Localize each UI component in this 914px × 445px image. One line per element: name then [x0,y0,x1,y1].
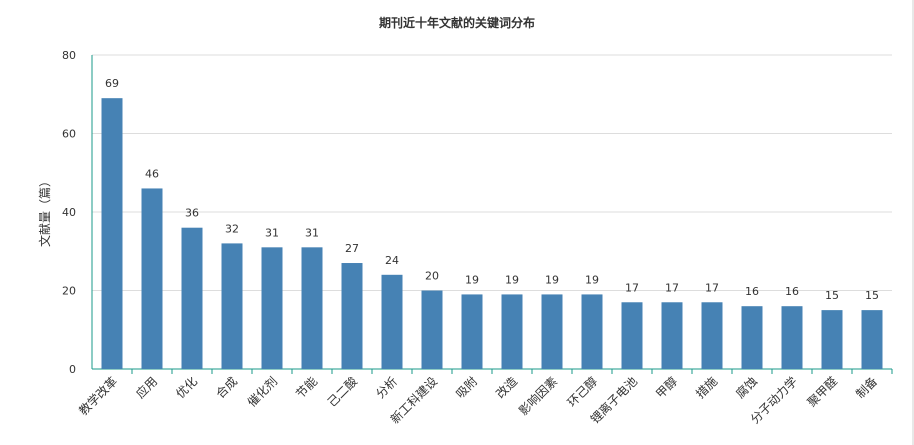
bar [741,306,763,369]
bar [301,247,323,369]
data-label: 69 [105,77,119,90]
y-axis-label: 文献量（篇） [37,175,52,247]
bar [861,310,883,369]
y-tick-label: 80 [62,49,76,62]
x-tick-label: 教学改革 [76,374,121,419]
x-tick-label: 改造 [493,374,520,401]
axes [91,55,893,374]
x-tick-label: 措施 [693,374,720,401]
bar [221,243,243,369]
bar [501,294,523,369]
bars [101,98,883,370]
x-tick-label: 合成 [213,374,241,402]
data-label: 15 [865,289,879,302]
gridlines [92,54,892,291]
data-label: 20 [425,270,439,283]
x-tick-label: 腐蚀 [733,374,761,402]
y-tick-label: 0 [69,363,76,376]
bar [381,274,403,369]
x-tick-label: 吸附 [453,374,480,401]
data-label: 17 [625,281,639,294]
data-label: 19 [505,273,519,286]
bar [781,306,803,369]
data-label: 19 [585,273,599,286]
x-tick-label: 分析 [373,374,400,401]
x-tick-label: 制备 [853,374,880,401]
data-label: 16 [785,285,799,298]
y-tick-label: 60 [62,128,76,141]
x-tick-label: 应用 [133,374,161,402]
data-label: 17 [705,281,719,294]
x-tick-label: 聚甲醛 [804,374,840,410]
right-edge-divider [912,0,914,445]
data-label: 32 [225,222,239,235]
bar [701,302,723,369]
x-tick-label: 催化剂 [244,374,280,410]
bar [421,290,443,369]
bar [461,294,483,369]
data-label: 27 [345,242,359,255]
x-tick-label: 影响因素 [516,374,561,419]
data-label: 31 [265,226,279,239]
bar [581,294,603,369]
x-tick-label: 节能 [293,374,320,401]
x-tick-label: 甲醇 [653,374,681,402]
y-tick-labels: 0 20 40 60 80 [62,49,76,376]
data-label: 15 [825,289,839,302]
data-label: 19 [545,273,559,286]
bar [341,263,363,369]
data-label: 36 [185,207,199,220]
data-label: 31 [305,226,319,239]
bar [181,227,203,369]
y-tick-label: 20 [62,285,76,298]
data-label: 46 [145,167,159,180]
bar [261,247,283,369]
bar [141,188,163,369]
x-tick-label: 优化 [173,374,200,401]
bar [101,98,123,370]
chart-title: 期刊近十年文献的关键词分布 [379,15,535,30]
bar [621,302,643,369]
data-label: 17 [665,281,679,294]
x-tick-label: 环己醇 [564,374,600,410]
bar [541,294,563,369]
x-tick-label: 己二酸 [324,374,360,410]
data-label: 16 [745,285,759,298]
y-tick-label: 40 [62,206,76,219]
data-labels: 69 46 36 32 31 31 27 24 20 19 19 19 19 17 17 17 16 16 15 15 [105,77,879,302]
data-label: 24 [385,254,399,267]
data-label: 19 [465,273,479,286]
bar [661,302,683,369]
bar [821,310,843,369]
